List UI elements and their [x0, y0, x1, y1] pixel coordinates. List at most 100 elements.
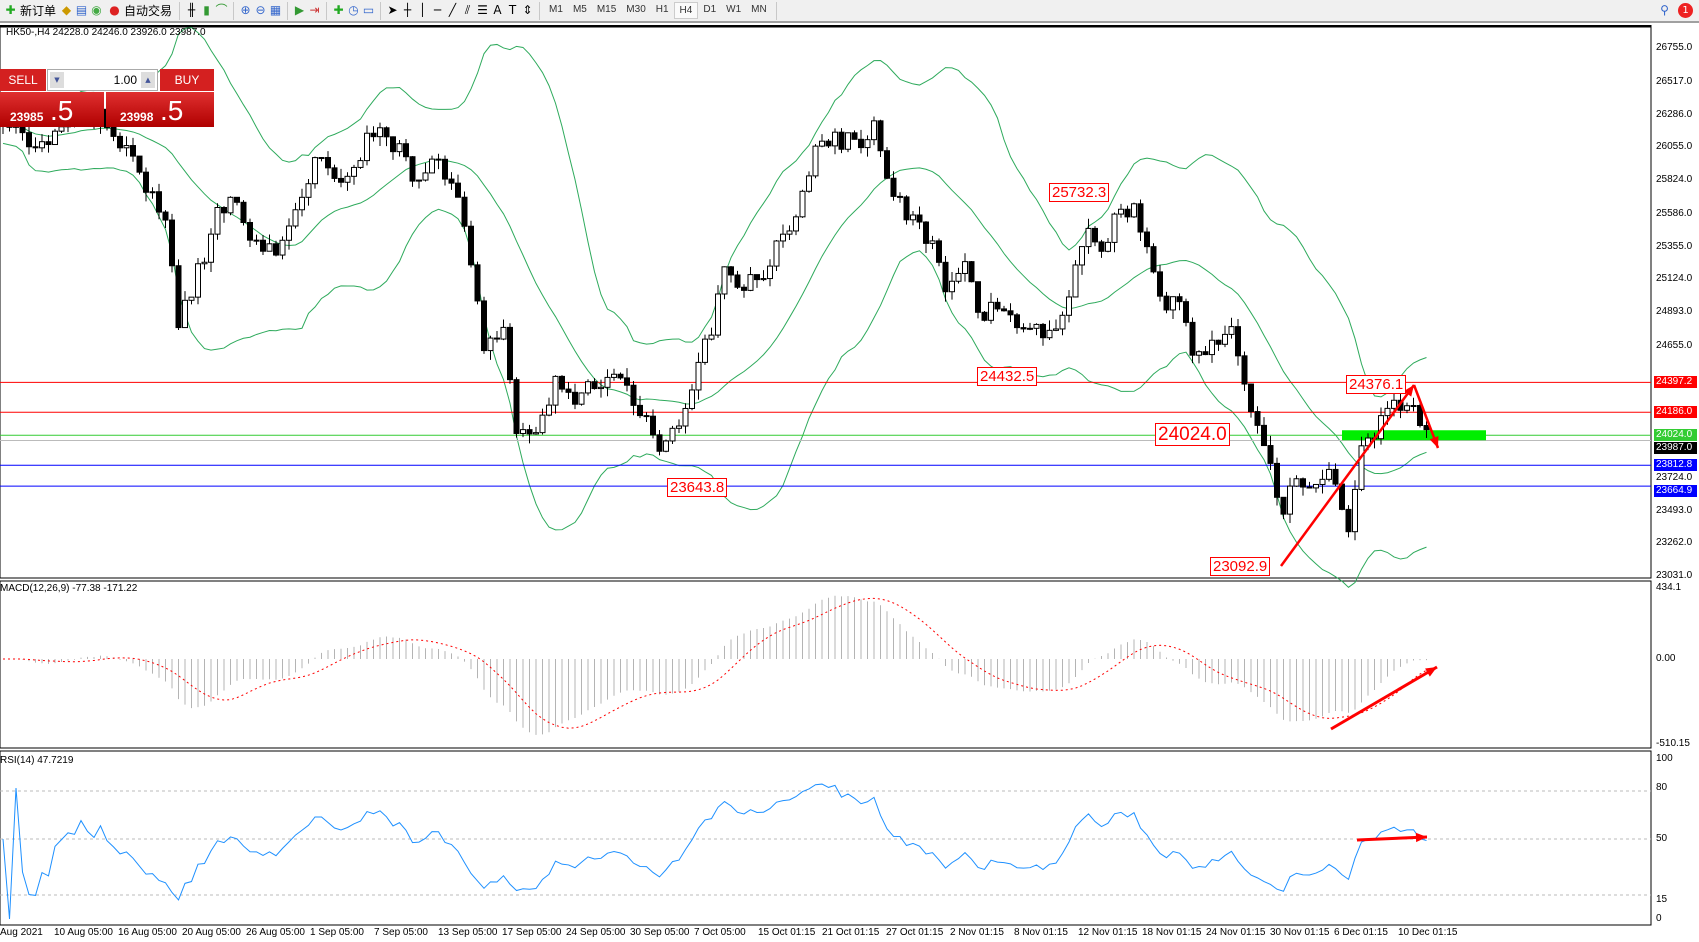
bearish-candle: [455, 182, 461, 198]
sell-price-button[interactable]: 23985 .5: [0, 92, 104, 127]
autoscroll-icon[interactable]: ▶: [294, 3, 305, 17]
price-level-label: 23812.8: [1654, 459, 1697, 472]
fibonacci-icon[interactable]: ☰: [477, 3, 488, 17]
volume-increase-button[interactable]: ▲: [141, 72, 155, 88]
buy-button[interactable]: BUY: [160, 69, 214, 91]
time-axis-label: 10 Aug 05:00: [54, 927, 113, 938]
bullish-candle: [780, 233, 786, 242]
sell-button[interactable]: SELL: [0, 69, 46, 91]
bearish-candle: [877, 120, 884, 152]
tile-windows-icon[interactable]: ▦: [269, 3, 282, 17]
price-axis-label: 24893.0: [1656, 306, 1693, 318]
rsi-line: [2, 783, 1427, 920]
macd-signal-line: [2, 597, 1427, 729]
bearish-candle: [838, 131, 845, 150]
time-axis-label: 15 Oct 01:15: [758, 927, 816, 938]
chart-window[interactable]: HK50-,H4 24228.0 24246.0 23926.0 23987.0…: [0, 25, 1699, 942]
bullish-candle: [351, 166, 357, 177]
bullish-candle: [786, 230, 793, 235]
bullish-candle: [52, 130, 58, 146]
toolbar: ✚ 新订单 ◆ ▤ ◉ ● 自动交易 ╫ ▮ ⌒ ⊕ ⊖ ▦ ▶ ⇥ ✚ ◷ ▭ ➤…: [0, 0, 1699, 23]
bearish-candle: [247, 222, 253, 241]
price-axis-label: 25355.0: [1656, 240, 1693, 252]
chart-canvas[interactable]: [0, 25, 1699, 942]
bollinger-upper-band: [2, 27, 1427, 398]
bearish-candle: [513, 379, 520, 434]
arrows-icon[interactable]: ⇕: [522, 3, 533, 17]
history-icon[interactable]: ▤: [75, 3, 88, 17]
bullish-candle: [1410, 405, 1417, 408]
line-chart-icon[interactable]: ⌒: [215, 3, 228, 17]
timeframe-m1[interactable]: M1: [549, 4, 563, 15]
bullish-candle: [689, 389, 695, 409]
bullish-candle: [357, 160, 364, 168]
volume-input[interactable]: ▼ 1.00 ▲: [47, 69, 158, 91]
gold-icon[interactable]: ◆: [61, 3, 72, 17]
bearish-candle: [897, 195, 903, 198]
bearish-candle: [240, 201, 247, 224]
timeframe-m5[interactable]: M5: [572, 4, 587, 15]
price-annotation: 24432.5: [977, 367, 1038, 386]
bullish-candle: [149, 191, 156, 194]
timeframe-m30[interactable]: M30: [626, 4, 646, 15]
horizontal-line-icon[interactable]: ─: [433, 3, 442, 17]
trend-arrow-up-head: [1403, 385, 1414, 397]
vertical-line-icon[interactable]: │: [418, 3, 427, 17]
bearish-candle: [370, 132, 377, 138]
bearish-candle: [754, 274, 760, 281]
timeframe-d1[interactable]: D1: [703, 4, 717, 15]
bullish-candle: [1358, 445, 1365, 490]
timeframe-m15[interactable]: M15: [596, 4, 617, 15]
timeframe-w1[interactable]: W1: [726, 4, 742, 15]
cursor-icon[interactable]: ➤: [387, 3, 398, 17]
bearish-candle: [325, 157, 331, 169]
bearish-candle: [968, 261, 975, 283]
trendline-icon[interactable]: ╱: [448, 3, 457, 17]
text-label-icon[interactable]: T: [508, 3, 517, 17]
separator: [179, 1, 181, 20]
price-level-label: 23987.0: [1654, 442, 1697, 455]
bullish-candle: [871, 120, 877, 141]
zoom-in-icon[interactable]: ⊕: [240, 3, 251, 17]
candlestick-icon[interactable]: ▮: [203, 3, 210, 17]
time-axis-label: 20 Aug 05:00: [182, 927, 241, 938]
bullish-candle: [1033, 323, 1040, 329]
volume-decrease-button[interactable]: ▼: [50, 72, 64, 88]
bullish-candle: [123, 145, 130, 149]
separator: [539, 1, 541, 20]
bearish-candle: [1235, 326, 1241, 357]
price-axis-label: 23493.0: [1656, 504, 1693, 516]
timeframe-mn[interactable]: MN: [751, 4, 767, 15]
buy-price-pips: .5: [160, 95, 184, 126]
price-axis-label: 26755.0: [1656, 42, 1693, 53]
text-icon[interactable]: A: [493, 3, 502, 17]
signal-icon[interactable]: ◉: [91, 3, 102, 17]
bullish-candle: [364, 132, 370, 162]
crosshair-icon[interactable]: ┼: [403, 3, 412, 17]
time-axis-label: 24 Sep 05:00: [566, 927, 626, 938]
bearish-candle: [32, 146, 39, 149]
new-order-button[interactable]: ✚ 新订单: [0, 1, 59, 21]
bearish-candle: [1144, 231, 1150, 248]
buy-price-button[interactable]: 23998 .5: [106, 92, 214, 127]
chart-shift-icon[interactable]: ⇥: [309, 3, 320, 17]
bullish-candle: [422, 172, 429, 181]
bullish-candle: [286, 225, 292, 241]
zoom-out-icon[interactable]: ⊖: [255, 3, 266, 17]
bearish-candle: [741, 286, 747, 291]
timeframe-h4[interactable]: H4: [673, 2, 699, 19]
timeframe-h1[interactable]: H1: [655, 4, 669, 15]
bullish-candle: [1384, 407, 1391, 417]
indicators-icon[interactable]: ✚: [333, 3, 344, 17]
bearish-candle: [45, 141, 52, 146]
equidistant-channel-icon[interactable]: ⫽: [464, 3, 471, 17]
time-axis-label: 13 Sep 05:00: [438, 927, 498, 938]
notification-badge[interactable]: 1: [1678, 3, 1693, 18]
bar-chart-icon[interactable]: ╫: [187, 3, 196, 17]
templates-icon[interactable]: ▭: [362, 3, 375, 17]
main-panel-frame: [0, 25, 1652, 579]
auto-trading-button[interactable]: ● 自动交易: [104, 1, 175, 21]
bearish-candle: [435, 158, 442, 161]
search-icon[interactable]: ⚲: [1660, 3, 1669, 17]
periods-icon[interactable]: ◷: [348, 3, 359, 17]
